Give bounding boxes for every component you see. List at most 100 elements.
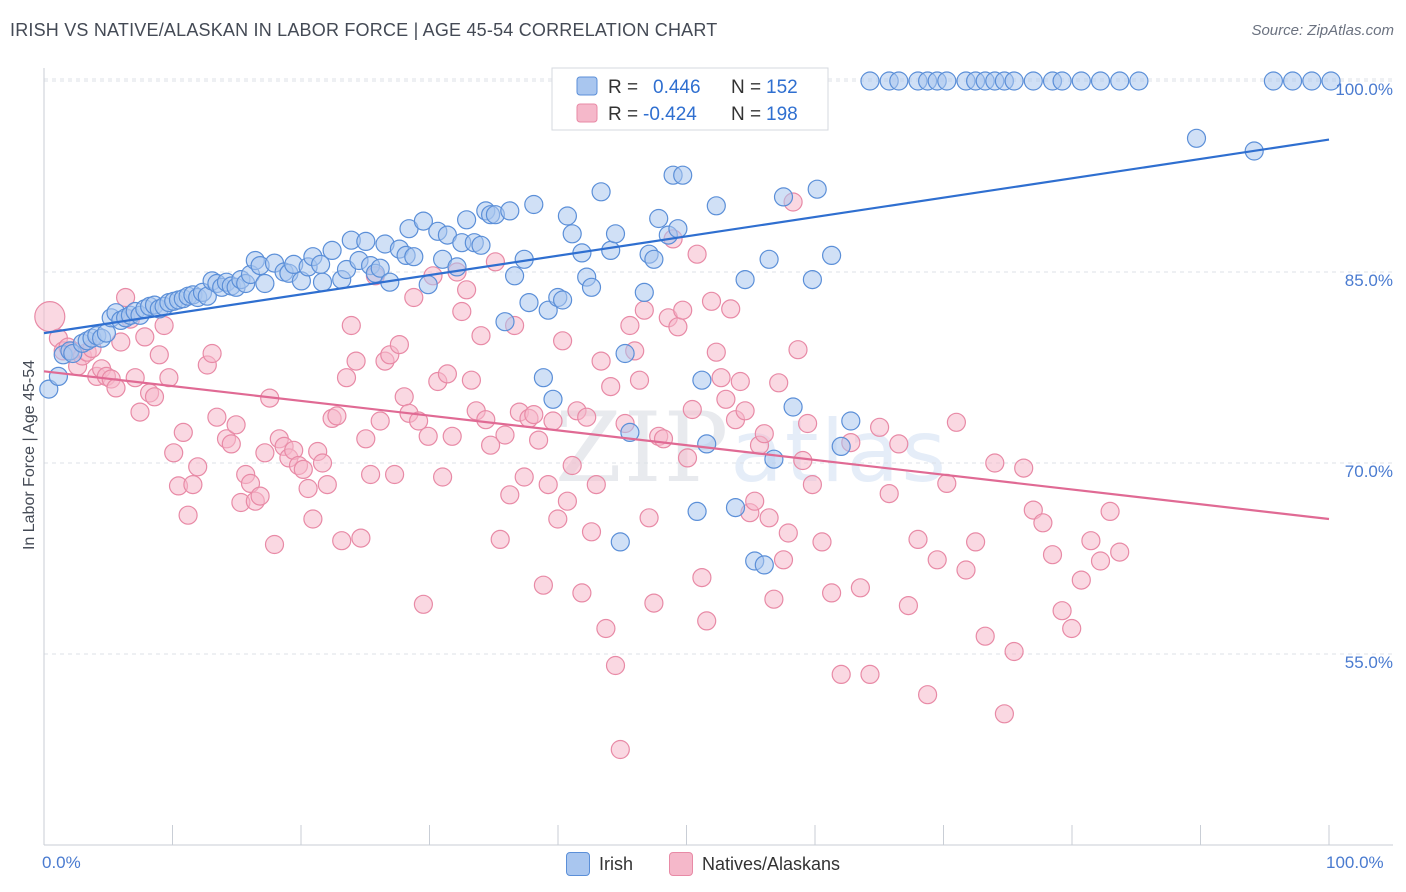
irish-point	[615, 343, 635, 364]
y-axis-label: In Labor Force | Age 45-54	[21, 360, 38, 550]
irish-point	[370, 258, 390, 278]
irish-point	[759, 249, 779, 269]
y-tick-label: 70.0%	[1345, 462, 1393, 481]
native-point	[605, 655, 626, 676]
native-point	[586, 475, 606, 495]
native-point	[404, 287, 424, 308]
irish-point	[764, 449, 784, 469]
irish-point	[1186, 128, 1207, 148]
irish-point	[581, 277, 602, 297]
native-point	[711, 368, 731, 388]
native-point	[730, 371, 750, 392]
native-point	[240, 473, 261, 493]
native-point	[701, 291, 722, 311]
legend-native-swatch	[576, 103, 598, 123]
native-point	[173, 422, 193, 442]
irish-point	[1282, 71, 1303, 91]
native-point	[1052, 601, 1072, 621]
irish-point	[649, 208, 669, 229]
native-point	[514, 467, 534, 487]
native-point	[250, 486, 270, 506]
native-point	[581, 522, 602, 542]
source-credit: Source: ZipAtlas.com	[1251, 22, 1394, 39]
native-point	[457, 280, 477, 300]
native-point	[653, 429, 674, 449]
native-point	[34, 301, 66, 333]
native-point	[548, 509, 568, 529]
native-trend-line	[43, 370, 1330, 521]
native-point	[788, 340, 808, 360]
native-point	[336, 368, 357, 388]
y-tick-label: 55.0%	[1345, 653, 1393, 672]
irish-point	[1071, 71, 1091, 91]
grid-lines	[44, 78, 1393, 655]
irish-points	[39, 71, 1341, 575]
irish-point	[39, 379, 59, 399]
irish-point	[418, 275, 438, 295]
native-point	[552, 331, 573, 351]
legend-box: R = 0.446 N = 152 R = -0.424 N = 198	[551, 67, 829, 131]
native-point	[188, 457, 208, 477]
irish-point	[591, 182, 611, 202]
irish-point	[500, 201, 520, 221]
native-point	[144, 387, 165, 407]
irish-point	[687, 501, 707, 521]
native-point	[356, 429, 376, 449]
irish-point	[807, 179, 827, 199]
native-point	[317, 475, 337, 495]
native-point	[327, 406, 347, 426]
native-point	[596, 618, 616, 639]
irish-point	[1052, 71, 1072, 91]
irish-point	[673, 165, 693, 185]
native-point	[1023, 500, 1043, 520]
native-point	[1014, 458, 1034, 478]
irish-point	[538, 300, 558, 320]
irish-point	[706, 196, 726, 216]
legend-native-n-value: 198	[766, 104, 798, 125]
irish-point	[605, 224, 626, 244]
native-point	[1033, 513, 1053, 533]
irish-point	[735, 270, 755, 290]
native-point	[673, 300, 693, 320]
native-point	[735, 401, 755, 421]
native-point	[965, 532, 986, 552]
native-point	[332, 531, 352, 551]
native-point	[183, 475, 203, 495]
chart-title: IRISH VS NATIVE/ALASKAN IN LABOR FORCE |…	[10, 20, 718, 40]
native-point	[677, 448, 698, 468]
native-point	[538, 475, 558, 495]
native-point	[601, 377, 621, 397]
native-point	[745, 491, 765, 511]
native-point	[562, 455, 582, 476]
native-point	[437, 364, 457, 384]
native-point	[994, 704, 1015, 724]
legend-native-n-label: N =	[731, 104, 761, 125]
native-point	[370, 411, 390, 431]
legend-irish-r-value: 0.446	[653, 77, 701, 98]
native-point	[1081, 531, 1101, 551]
irish-point	[471, 235, 491, 255]
native-point	[490, 529, 510, 550]
legend-frame	[551, 67, 829, 131]
native-point	[1090, 551, 1111, 571]
native-point	[668, 317, 688, 337]
irish-point	[1321, 71, 1341, 91]
legend-irish-n-label: N =	[731, 77, 761, 98]
native-point	[135, 327, 155, 347]
y-tick-label: 85.0%	[1345, 271, 1393, 290]
native-point	[773, 550, 794, 570]
native-point	[293, 459, 313, 479]
native-point	[485, 252, 505, 272]
irish-point	[937, 71, 957, 91]
irish-point	[634, 282, 654, 302]
native-point	[577, 407, 597, 427]
native-point	[644, 593, 664, 613]
irish-point	[821, 245, 842, 265]
irish-point	[552, 290, 573, 310]
native-point	[557, 491, 578, 511]
native-point	[850, 578, 871, 598]
native-point	[111, 332, 131, 352]
native-point	[812, 532, 832, 552]
native-point	[442, 426, 462, 446]
native-point	[1071, 570, 1091, 590]
